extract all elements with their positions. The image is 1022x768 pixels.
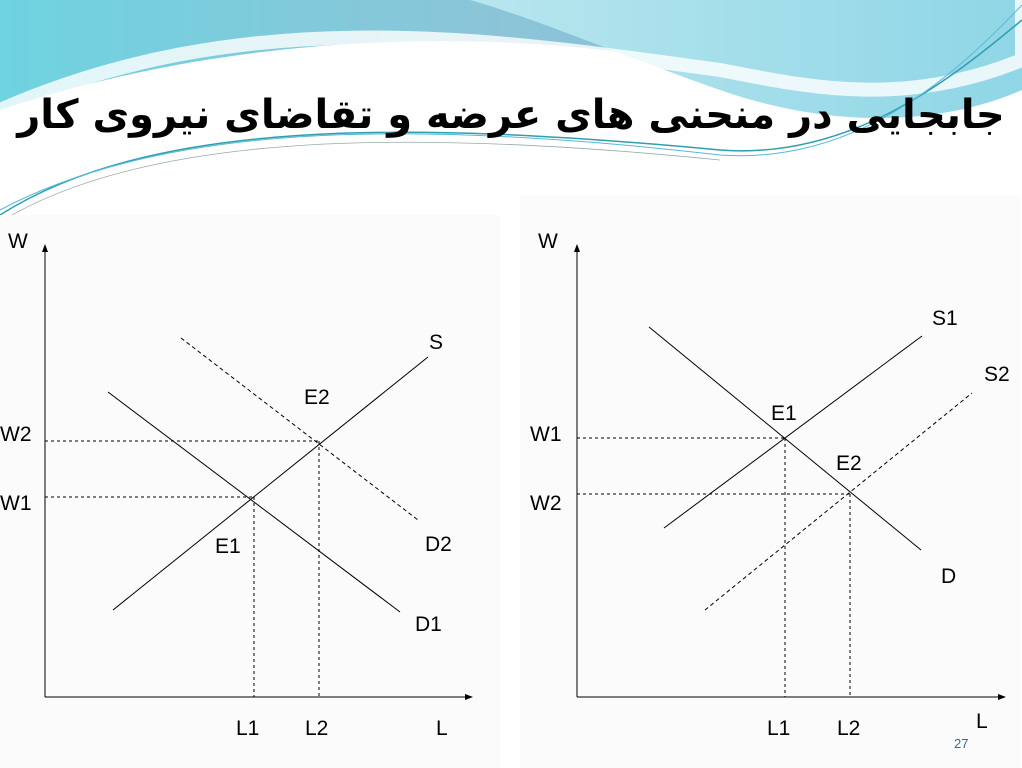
w2-label: W2: [530, 492, 562, 515]
slide-title: جابجایی در منحنی های عرضه و تقاضای نیروی…: [17, 92, 1005, 138]
w2-label: W2: [0, 423, 32, 446]
l1-label: L1: [236, 717, 259, 740]
l2-label: L2: [837, 717, 860, 740]
x-axis-label: L: [976, 710, 988, 733]
y-axis-label: W: [538, 230, 558, 253]
demand-curve-d1: [107, 391, 401, 613]
supply-curve-s2: [704, 392, 973, 611]
e2-label: E2: [836, 452, 862, 475]
l2-label: L2: [305, 717, 328, 740]
d-label: D: [941, 565, 956, 588]
x-axis-label: L: [436, 717, 448, 740]
page-number: 27: [954, 736, 968, 751]
s2-label: S2: [984, 363, 1010, 386]
left-diagram: [42, 244, 473, 700]
supply-curve-s: [112, 356, 429, 611]
supply-curve-s1: [663, 335, 923, 529]
left-diagram-labels: W W2 W1 S E2 E1 D2 D1 L1 L2 L: [0, 230, 452, 740]
e1-label: E1: [771, 402, 797, 425]
d1-label: D1: [415, 613, 442, 636]
e1-label: E1: [215, 535, 241, 558]
right-diagram: [574, 244, 1006, 700]
l1-label: L1: [767, 717, 790, 740]
right-diagram-labels: W W1 W2 S1 S2 E1 E2 D L1 L2 L 27: [530, 230, 1010, 751]
e2-label: E2: [304, 386, 330, 409]
w1-label: W1: [530, 423, 562, 446]
w1-label: W1: [0, 492, 32, 515]
demand-curve-d2: [180, 337, 419, 521]
s-label: S: [429, 331, 443, 354]
s1-label: S1: [932, 307, 958, 330]
y-axis-label: W: [8, 230, 28, 253]
d2-label: D2: [425, 533, 452, 556]
